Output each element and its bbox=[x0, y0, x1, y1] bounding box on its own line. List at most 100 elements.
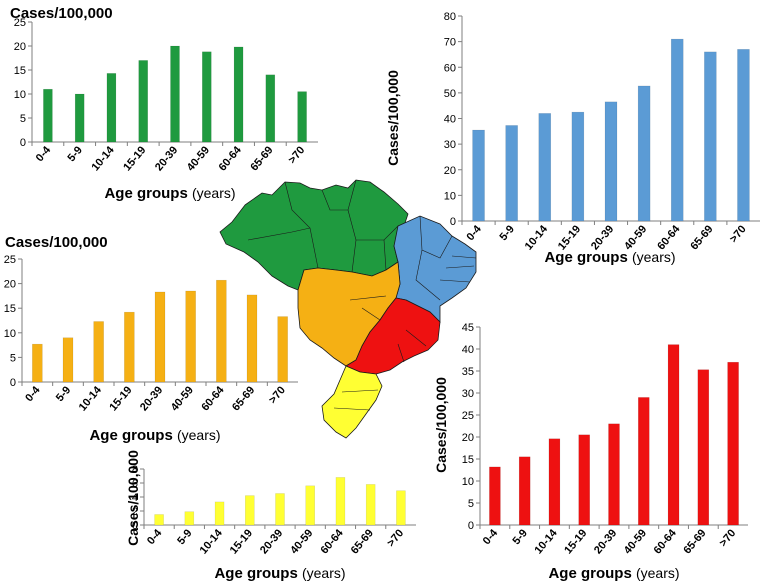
y-tick-label: 0 bbox=[20, 137, 26, 149]
bar-gt70 bbox=[727, 361, 739, 526]
category-label: 65-69 bbox=[688, 223, 715, 252]
bar-0-4 bbox=[43, 88, 53, 143]
bar-5-9 bbox=[184, 511, 195, 526]
y-tick-label: 40 bbox=[462, 344, 474, 356]
category-label: >70 bbox=[286, 144, 307, 166]
map-region-southeast bbox=[345, 297, 441, 375]
category-label: 10-14 bbox=[198, 527, 226, 557]
category-label: 0-4 bbox=[464, 223, 484, 244]
category-label: 0-4 bbox=[481, 527, 501, 548]
y-tick-label: 10 bbox=[14, 89, 26, 101]
category-label: 5-9 bbox=[498, 223, 517, 243]
y-tick-label: 5 bbox=[10, 352, 16, 364]
category-label: 20-39 bbox=[258, 527, 285, 556]
y-tick-label: 30 bbox=[462, 388, 474, 400]
y-axis-label: Cases/100,000 bbox=[433, 377, 449, 473]
bar-10-14 bbox=[548, 438, 561, 526]
bar-40-59 bbox=[305, 485, 315, 526]
y-tick-label: 15 bbox=[4, 303, 16, 315]
bar-60-64 bbox=[667, 344, 680, 526]
y-tick-label: 0 bbox=[10, 377, 16, 389]
y-tick-label: 25 bbox=[4, 254, 16, 266]
bar-20-39 bbox=[608, 423, 620, 526]
y-tick-label: 30 bbox=[444, 139, 456, 151]
x-axis-label: Age groups (years) bbox=[544, 249, 675, 266]
y-tick-label: 8 bbox=[132, 464, 138, 476]
category-label: 0-4 bbox=[34, 144, 54, 165]
brazil-map bbox=[219, 179, 477, 439]
bar-10-14 bbox=[538, 113, 552, 222]
category-label: 5-9 bbox=[66, 144, 85, 164]
category-label: 60-64 bbox=[655, 223, 683, 253]
bar-15-19 bbox=[571, 111, 585, 222]
y-tick-label: 0 bbox=[468, 520, 474, 532]
y-tick-label: 60 bbox=[444, 62, 456, 74]
category-label: 15-19 bbox=[107, 384, 134, 413]
bar-gt70 bbox=[737, 49, 750, 222]
chart-title: Cases/100,000 bbox=[5, 234, 108, 251]
bar-65-69 bbox=[246, 294, 258, 383]
bar-gt70 bbox=[297, 91, 307, 143]
bar-20-39 bbox=[170, 45, 180, 143]
y-tick-label: 25 bbox=[14, 17, 26, 29]
chart-title: Cases/100,000 bbox=[10, 5, 113, 22]
x-axis-label: Age groups (years) bbox=[548, 565, 679, 582]
category-label: 40-59 bbox=[169, 384, 196, 413]
bar-40-59 bbox=[202, 51, 212, 143]
bar-gt70 bbox=[277, 316, 288, 383]
bar-15-19 bbox=[578, 434, 590, 526]
y-tick-label: 10 bbox=[444, 190, 456, 202]
chart-central-west: 0 5 10 15 20 25 0-4 5-9 10-14 15-19 20-39 40-59 60-6… bbox=[4, 234, 298, 444]
bar-5-9 bbox=[505, 125, 518, 222]
category-label: 65-69 bbox=[248, 144, 275, 173]
category-label: 0-4 bbox=[145, 527, 165, 548]
bar-10-14 bbox=[214, 501, 225, 526]
category-label: >70 bbox=[728, 223, 749, 245]
y-tick-label: 25 bbox=[462, 410, 474, 422]
category-label: 10-14 bbox=[89, 144, 117, 174]
map-region-south bbox=[321, 365, 383, 439]
y-tick-label: 20 bbox=[444, 165, 456, 177]
category-label: 60-64 bbox=[199, 384, 227, 414]
y-tick-label: 15 bbox=[462, 454, 474, 466]
y-tick-label: 40 bbox=[444, 114, 456, 126]
y-tick-label: 80 bbox=[444, 11, 456, 23]
bar-60-64 bbox=[233, 46, 244, 143]
y-axis-label: Cases/100,000 bbox=[125, 450, 141, 546]
y-tick-label: 2 bbox=[132, 506, 138, 518]
y-tick-label: 0 bbox=[132, 520, 138, 532]
category-label: 10-14 bbox=[77, 384, 105, 414]
x-axis-label: Age groups (years) bbox=[104, 185, 235, 202]
x-axis-label: Age groups (years) bbox=[89, 427, 220, 444]
bar-20-39 bbox=[275, 493, 285, 526]
bar-5-9 bbox=[518, 456, 531, 526]
y-tick-label: 70 bbox=[444, 37, 456, 49]
bar-65-69 bbox=[265, 74, 276, 143]
bar-20-39 bbox=[154, 291, 166, 383]
category-label: 40-59 bbox=[185, 144, 212, 173]
bar-0-4 bbox=[154, 514, 164, 526]
y-tick-label: 10 bbox=[462, 476, 474, 488]
category-label: 40-59 bbox=[288, 527, 315, 556]
bar-60-64 bbox=[216, 279, 227, 383]
category-label: 60-64 bbox=[217, 144, 245, 174]
y-tick-label: 6 bbox=[132, 478, 138, 490]
category-label: 10-14 bbox=[523, 223, 551, 253]
bar-40-59 bbox=[185, 290, 196, 383]
category-label: 5-9 bbox=[511, 527, 530, 547]
category-label: 60-64 bbox=[318, 527, 346, 557]
bar-65-69 bbox=[365, 484, 376, 526]
bar-15-19 bbox=[138, 60, 148, 143]
bar-20-39 bbox=[604, 101, 618, 222]
bar-0-4 bbox=[489, 466, 501, 526]
category-label: 65-69 bbox=[681, 527, 708, 556]
bar-15-19 bbox=[245, 495, 255, 526]
y-tick-label: 50 bbox=[444, 88, 456, 100]
bar-5-9 bbox=[74, 93, 85, 143]
y-tick-label: 20 bbox=[14, 41, 26, 53]
category-label: 5-9 bbox=[54, 384, 73, 404]
x-axis-label: Age groups (years) bbox=[214, 565, 345, 582]
chart-southeast: 0 5 10 15 20 25 30 35 40 45 0-4 5-9 10-14 15-19 20-39 4… bbox=[433, 322, 748, 582]
y-tick-label: 4 bbox=[132, 492, 138, 504]
